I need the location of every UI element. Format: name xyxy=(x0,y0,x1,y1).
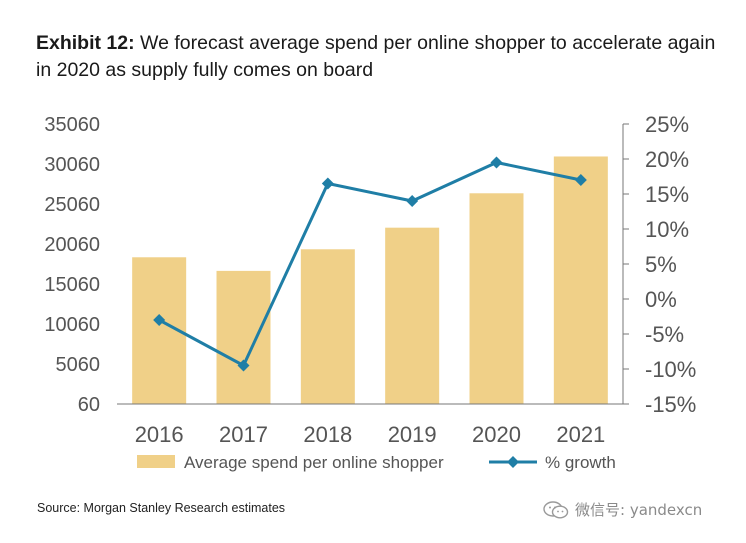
y-right-tick-label: 10% xyxy=(645,217,689,242)
y-right-tick-label: 20% xyxy=(645,147,689,172)
legend-bar-label: Average spend per online shopper xyxy=(184,453,444,472)
y-left-tick-label: 25060 xyxy=(44,194,100,216)
x-tick-label: 2021 xyxy=(556,422,605,447)
x-tick-label: 2016 xyxy=(135,422,184,447)
source-note: Source: Morgan Stanley Research estimate… xyxy=(37,501,286,515)
y-right-tick-label: 25% xyxy=(645,112,689,137)
bar-2018 xyxy=(300,249,355,404)
legend-bar-swatch xyxy=(137,455,175,468)
y-left-tick-label: 35060 xyxy=(44,114,100,136)
y-right-tick-label: -15% xyxy=(645,392,696,417)
growth-point-2018 xyxy=(321,177,334,190)
growth-point-2019 xyxy=(406,195,419,207)
bar-2019 xyxy=(385,227,440,404)
y-left-tick-label: 20060 xyxy=(44,234,100,256)
exhibit-label: Exhibit 12: xyxy=(36,32,135,54)
y-right-tick-label: 5% xyxy=(645,252,677,277)
bar-2020 xyxy=(469,193,524,404)
y-left-tick-label: 15060 xyxy=(44,274,100,296)
wechat-icon xyxy=(543,500,569,519)
growth-point-2017 xyxy=(237,359,250,372)
y-right-tick-label: -10% xyxy=(645,357,696,382)
x-tick-label: 2019 xyxy=(388,422,437,447)
y-left-tick-label: 60 xyxy=(78,394,100,416)
legend-line-marker xyxy=(507,456,519,468)
y-right-tick-label: 15% xyxy=(645,182,689,207)
watermark: 微信号: yandexcn xyxy=(543,499,702,520)
title-text: We forecast average spend per online sho… xyxy=(36,32,716,81)
watermark-text: 微信号: yandexcn xyxy=(575,501,703,519)
chart-title: Exhibit 12: We forecast average spend pe… xyxy=(36,30,726,84)
y-right-tick-label: 0% xyxy=(645,287,677,312)
y-left-tick-label: 30060 xyxy=(44,154,100,176)
x-tick-label: 2020 xyxy=(472,422,521,447)
growth-line xyxy=(158,160,582,368)
growth-point-2021 xyxy=(574,174,587,186)
bar-2017 xyxy=(216,270,271,404)
bar-2021 xyxy=(553,156,608,404)
y-left-tick-label: 10060 xyxy=(44,314,100,336)
x-tick-label: 2017 xyxy=(219,422,268,447)
y-left-tick-label: 5060 xyxy=(56,354,101,376)
legend-line-label: % growth xyxy=(545,453,616,472)
growth-point-2016 xyxy=(153,314,166,326)
x-tick-label: 2018 xyxy=(303,422,352,447)
y-right-tick-label: -5% xyxy=(645,322,684,347)
growth-point-2020 xyxy=(490,156,503,169)
